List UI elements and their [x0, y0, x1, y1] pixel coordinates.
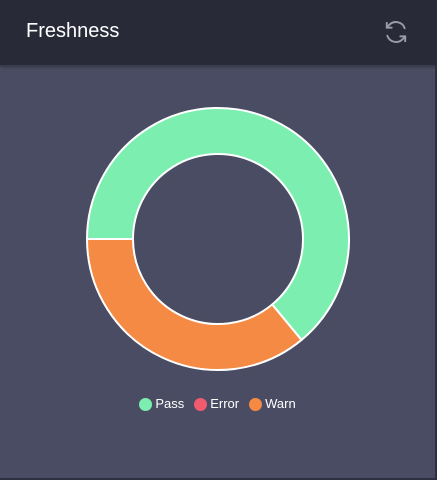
donut-slice-pass[interactable] [86, 107, 350, 341]
freshness-donut-chart [0, 66, 435, 388]
refresh-icon[interactable] [383, 19, 409, 45]
card-title: Freshness [26, 20, 120, 42]
legend-item-warn[interactable]: Warn [249, 396, 296, 412]
card-header: Freshness [0, 0, 435, 66]
legend-dot-warn [249, 397, 263, 411]
legend-item-error[interactable]: Error [194, 396, 239, 412]
legend-label-error: Error [210, 396, 240, 411]
legend-item-pass[interactable]: Pass [139, 396, 184, 412]
chart-legend: Pass Error Warn [0, 395, 435, 413]
donut-slice-warn[interactable] [86, 238, 303, 371]
legend-dot-pass [139, 397, 153, 411]
legend-dot-error [194, 397, 208, 411]
legend-label-pass: Pass [155, 396, 185, 411]
legend-label-warn: Warn [265, 396, 296, 411]
